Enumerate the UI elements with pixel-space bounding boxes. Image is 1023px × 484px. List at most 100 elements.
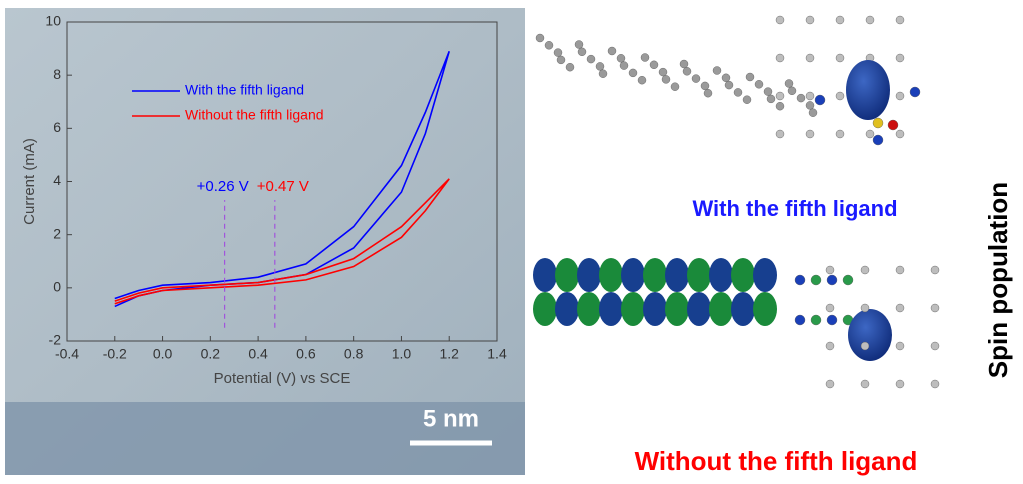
atom (896, 304, 904, 312)
atom (815, 95, 825, 105)
x-tick-label: 0.0 (153, 346, 173, 362)
atom (662, 75, 670, 83)
atom (826, 380, 834, 388)
atom (650, 61, 658, 69)
y-tick-label: -2 (49, 332, 62, 348)
x-tick-label: 1.4 (487, 346, 507, 362)
annotation-label: +0.26 V (197, 178, 249, 195)
atom (641, 54, 649, 62)
orbital-lobe (731, 292, 755, 326)
legend-label: With the fifth ligand (185, 82, 304, 98)
atom (692, 75, 700, 83)
atom (746, 73, 754, 81)
x-tick-label: 0.4 (248, 346, 268, 362)
bottom-molecule-label: Without the fifth ligand (635, 446, 918, 476)
atom (587, 55, 595, 63)
atom (680, 60, 688, 68)
atom (826, 266, 834, 274)
atom (638, 76, 646, 84)
atom (776, 130, 784, 138)
y-axis-label: Current (mA) (21, 138, 38, 225)
atom (755, 80, 763, 88)
atom (596, 62, 604, 70)
orbital-lobe (753, 258, 777, 292)
atom (776, 16, 784, 24)
atom (767, 95, 775, 103)
atom (659, 68, 667, 76)
figure: 5 nm -0.4-0.20.00.20.40.60.81.01.21.4-20… (0, 0, 1023, 479)
atom (873, 118, 883, 128)
atom (608, 47, 616, 55)
atom (827, 315, 837, 325)
orbital-lobe (599, 258, 623, 292)
orbital-lobe (533, 258, 557, 292)
atom (826, 342, 834, 350)
orbital-lobe (599, 292, 623, 326)
orbital-lobe (665, 292, 689, 326)
atom (836, 54, 844, 62)
atom (843, 275, 853, 285)
atom (806, 16, 814, 24)
atom (836, 92, 844, 100)
orbital-lobe (731, 258, 755, 292)
atom (931, 304, 939, 312)
spin-density (848, 309, 892, 361)
orbital-lobe (621, 292, 645, 326)
atom (866, 16, 874, 24)
atom (861, 380, 869, 388)
atom (861, 266, 869, 274)
x-tick-label: 1.0 (392, 346, 412, 362)
atom (734, 88, 742, 96)
atom (809, 109, 817, 117)
y-tick-label: 4 (53, 172, 61, 188)
atom (701, 82, 709, 90)
scale-bar-label: 5 nm (423, 405, 479, 432)
orbital-lobe (555, 292, 579, 326)
atom (785, 80, 793, 88)
atom (811, 315, 821, 325)
atom (575, 41, 583, 49)
x-tick-label: 0.8 (344, 346, 364, 362)
atom (806, 101, 814, 109)
annotation-label: +0.47 V (257, 178, 309, 195)
y-tick-label: 6 (53, 119, 61, 135)
spin-density (846, 60, 890, 120)
atom (722, 74, 730, 82)
atom (671, 83, 679, 91)
y-tick-label: 0 (53, 279, 61, 295)
atom (788, 87, 796, 95)
y-tick-label: 2 (53, 225, 61, 241)
orbital-lobe (687, 292, 711, 326)
x-tick-label: 1.2 (439, 346, 459, 362)
orbital-lobe (577, 292, 601, 326)
atom (743, 96, 751, 104)
atom (896, 342, 904, 350)
atom (836, 130, 844, 138)
atom (557, 56, 565, 64)
top-molecule-label: With the fifth ligand (692, 196, 897, 221)
atom (931, 266, 939, 274)
x-tick-label: 0.2 (201, 346, 221, 362)
x-tick-label: 0.6 (296, 346, 316, 362)
atom (826, 304, 834, 312)
x-axis-label: Potential (V) vs SCE (214, 370, 351, 387)
orbital-lobe (555, 258, 579, 292)
orbital-lobe (643, 292, 667, 326)
atom (629, 69, 637, 77)
orbital-lobe (665, 258, 689, 292)
atom (764, 88, 772, 96)
atom (776, 54, 784, 62)
atom (776, 92, 784, 100)
atom (566, 63, 574, 71)
orbital-lobe (643, 258, 667, 292)
atom (797, 94, 805, 102)
atom (578, 48, 586, 56)
atom (896, 266, 904, 274)
atom (599, 70, 607, 78)
atom (861, 304, 869, 312)
atom (896, 380, 904, 388)
atom (554, 49, 562, 57)
orbital-lobe (753, 292, 777, 326)
atom (545, 41, 553, 49)
atom (866, 130, 874, 138)
